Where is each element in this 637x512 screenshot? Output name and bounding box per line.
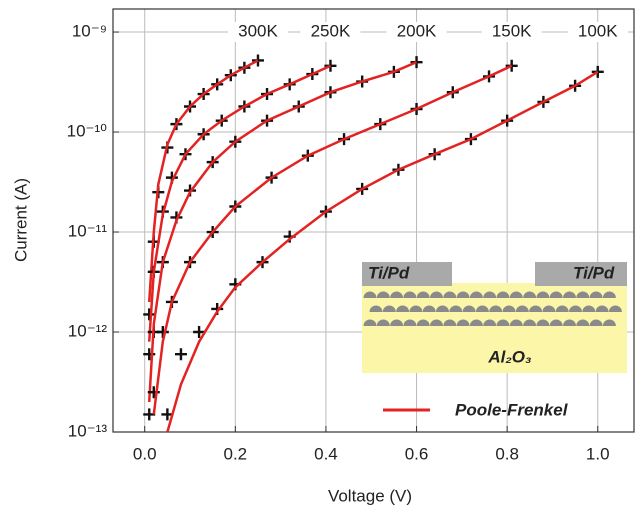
inset-grain <box>496 319 510 326</box>
inset-grain <box>363 291 377 298</box>
fit-line <box>152 64 513 415</box>
inset-grain <box>363 319 377 326</box>
inset-grain <box>489 305 503 312</box>
inset-grain <box>443 319 457 326</box>
inset-grain <box>456 291 470 298</box>
x-tick-label: 0.8 <box>495 444 519 463</box>
inset-grain <box>416 291 430 298</box>
x-tick-label: 1.0 <box>586 444 610 463</box>
inset-grain <box>576 319 590 326</box>
data-marker <box>143 308 156 321</box>
x-tick-label: 0.0 <box>133 444 157 463</box>
inset-grain <box>396 305 410 312</box>
inset-grain <box>589 319 603 326</box>
inset-grain <box>563 319 576 326</box>
curve-label: 300K <box>238 21 278 40</box>
data-marker <box>143 408 156 421</box>
y-tick-label: 10⁻¹¹ <box>68 222 108 241</box>
y-tick-label: 10⁻¹⁰ <box>67 122 108 141</box>
inset-grain <box>589 291 603 298</box>
inset-grain <box>436 305 449 312</box>
inset-grain <box>430 291 443 298</box>
inset-grain <box>536 319 550 326</box>
inset-grain <box>549 291 563 298</box>
curve-label-bg <box>386 22 447 42</box>
data-marker <box>174 348 187 361</box>
inset-grain <box>536 291 550 298</box>
data-marker <box>193 326 206 339</box>
legend-label: Poole-Frenkel <box>455 400 569 419</box>
inset-grain <box>529 305 543 312</box>
inset-grain <box>483 319 497 326</box>
curve-label-bg <box>567 22 628 42</box>
data-marker <box>410 56 423 69</box>
inset-grain <box>555 305 569 312</box>
inset-label: Ti/Pd <box>368 263 410 282</box>
inset-electrode <box>362 262 452 286</box>
inset-grain <box>483 291 497 298</box>
inset-grain <box>382 305 396 312</box>
inset-grain <box>390 291 404 298</box>
inset: Ti/Pd Ti/Pd Al₂O₃ <box>362 262 627 373</box>
inset-grain <box>416 319 430 326</box>
curve-label-bg <box>300 22 361 42</box>
inset-grain <box>409 305 423 312</box>
inset-grain <box>569 305 582 312</box>
curve-label-bg <box>227 22 288 42</box>
inset-grain <box>462 305 476 312</box>
inset-grain <box>369 305 383 312</box>
curve-label: 200K <box>397 21 437 40</box>
inset-grain <box>456 319 470 326</box>
x-tick-label: 0.6 <box>405 444 429 463</box>
inset-grain <box>576 291 590 298</box>
x-tick-label: 0.2 <box>224 444 248 463</box>
x-tick-label: 0.4 <box>314 444 338 463</box>
x-axis-label: Voltage (V) <box>328 486 412 505</box>
inset-grain <box>602 291 616 298</box>
inset-grain <box>509 291 523 298</box>
inset-grain <box>376 319 390 326</box>
inset-grain <box>608 305 622 312</box>
y-axis-label: Current (A) <box>11 178 30 262</box>
inset-grain <box>563 291 576 298</box>
curve-label: 150K <box>492 21 532 40</box>
inset-grain <box>469 319 483 326</box>
inset-grain <box>449 305 463 312</box>
fit-line <box>147 64 332 342</box>
curve-label-bg <box>481 22 542 42</box>
inset-grain <box>602 319 616 326</box>
y-tick-label: 10⁻⁹ <box>72 22 107 41</box>
inset-grain <box>422 305 436 312</box>
inset-grain <box>502 305 516 312</box>
fit-line <box>166 70 599 433</box>
inset-grain <box>390 319 404 326</box>
plot-frame <box>112 8 635 433</box>
fit-line <box>147 59 259 302</box>
fit-line <box>147 60 417 402</box>
inset-grain <box>496 291 510 298</box>
inset-grain <box>549 319 563 326</box>
inset-grain <box>376 291 390 298</box>
inset-grain <box>475 305 489 312</box>
y-tick-label: 10⁻¹² <box>68 321 108 340</box>
inset-label: Ti/Pd <box>573 263 615 282</box>
inset-grain <box>515 305 529 312</box>
inset-grain <box>403 291 417 298</box>
inset-grain <box>469 291 483 298</box>
curve-label: 100K <box>578 21 618 40</box>
curve-label: 250K <box>311 21 351 40</box>
inset-grain <box>595 305 609 312</box>
inset-grain <box>582 305 596 312</box>
inset-grain <box>430 319 443 326</box>
inset-grain <box>443 291 457 298</box>
inset-grain <box>509 319 523 326</box>
inset-grain <box>542 305 556 312</box>
inset-label: Al₂O₃ <box>487 347 531 366</box>
inset-grain <box>523 319 537 326</box>
inset-electrode <box>535 262 627 286</box>
inset-grain <box>403 319 417 326</box>
inset-grain <box>523 291 537 298</box>
y-tick-label: 10⁻¹³ <box>68 421 108 440</box>
